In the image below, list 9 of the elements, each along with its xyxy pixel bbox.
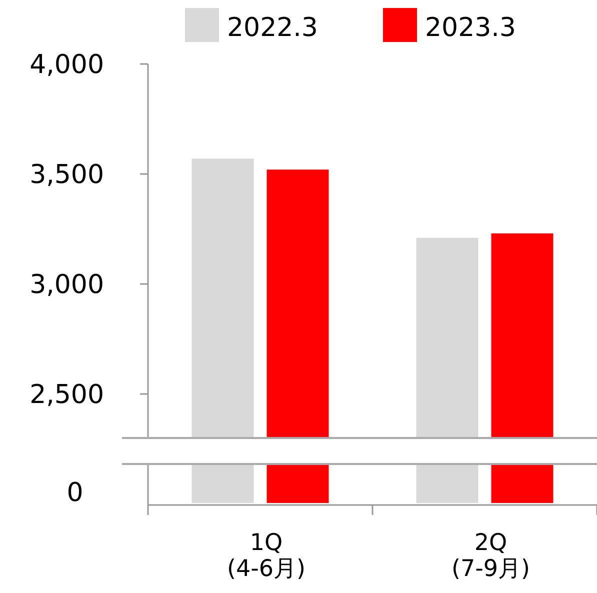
y-tick-label: 3,000	[30, 270, 104, 300]
x-tick-label: 2Q (7-9月)	[451, 530, 530, 582]
y-tick-label: 2,500	[30, 380, 104, 410]
legend-label: 2022.3	[227, 13, 318, 43]
y-tick-label: 3,500	[30, 160, 104, 190]
x-tick-label: 1Q (4-6月)	[226, 530, 306, 582]
y-tick-label: 4,000	[30, 50, 104, 80]
legend-label: 2023.3	[425, 13, 516, 43]
text: 0	[66, 478, 84, 508]
